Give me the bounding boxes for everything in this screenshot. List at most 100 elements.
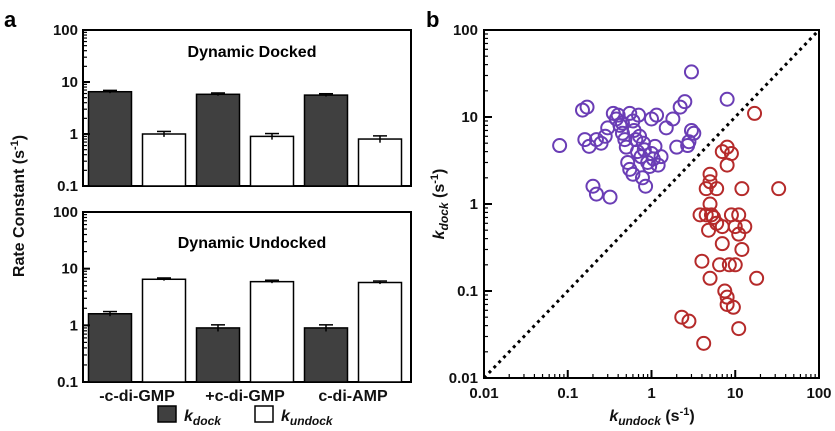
undocked-bar-chart: Dynamic Undocked 0.1 1 10 100 [53, 204, 412, 391]
legend-dock-label: kdock [184, 408, 222, 428]
docked-plot-frame [82, 29, 412, 187]
x-tick-label: 100 [806, 385, 831, 402]
y-tick-label: 100 [453, 22, 478, 39]
y-tick-label: 0.1 [57, 374, 78, 391]
legend-dock-swatch [157, 405, 177, 423]
docked-point [683, 64, 699, 80]
y-equals-x-line [482, 28, 821, 380]
docked-point [669, 139, 685, 155]
undock-bar [141, 133, 187, 187]
category-label: +c-di-GMP [205, 388, 285, 405]
undocked-bars [87, 277, 403, 383]
y-tick-label: 100 [53, 22, 78, 39]
docked-point [579, 99, 595, 115]
undock-bar [141, 278, 187, 383]
undocked-point [702, 166, 718, 182]
x-tick-label: 0.01 [469, 385, 498, 402]
undocked-point [721, 257, 737, 273]
undocked-title: Dynamic Undocked [178, 235, 326, 252]
undocked-point [731, 321, 747, 337]
docked-point [585, 178, 601, 194]
docked-point [638, 178, 654, 194]
dock-bar [303, 94, 349, 187]
y-tick-label: 1 [70, 126, 78, 143]
y-tick-label: 1 [470, 196, 478, 213]
y-tick-label: 1 [70, 317, 78, 334]
docked-point [634, 170, 650, 186]
docked-point [617, 132, 633, 148]
undocked-point [714, 236, 730, 252]
legend-undock-swatch [254, 405, 274, 423]
y-tick-label: 10 [461, 109, 478, 126]
undocked-point [714, 144, 730, 160]
b-y-axis-label: kdock (s-1) [429, 169, 451, 240]
x-tick-label: 10 [727, 385, 744, 402]
undocked-point [698, 181, 714, 197]
undocked-plot-frame [82, 211, 412, 383]
docked-point [622, 105, 638, 121]
y-tick-label: 0.01 [449, 370, 478, 387]
dock-bar [87, 313, 133, 383]
undocked-point [701, 222, 717, 238]
y-tick-label: 100 [53, 204, 78, 221]
panel-label-a: a [4, 7, 17, 32]
undocked-point [674, 309, 690, 325]
docked-point [677, 94, 693, 110]
docked-point [683, 122, 699, 138]
docked-bar-chart: Dynamic Docked 0.1 1 10 100 [53, 22, 412, 195]
docked-point [658, 120, 674, 136]
undock-bar [357, 138, 403, 187]
legend: kdock kundock [157, 405, 334, 428]
docked-point [552, 138, 568, 154]
undocked-point [727, 257, 743, 273]
undocked-point [771, 181, 787, 197]
docked-point [650, 157, 666, 173]
y-tick-label: 10 [61, 74, 78, 91]
docked-point [588, 186, 604, 202]
docked-point [597, 128, 613, 144]
a-y-axis-label: Rate Constant (s-1) [9, 135, 28, 277]
undocked-point [712, 257, 728, 273]
x-tick-label: 1 [647, 385, 655, 402]
docked-point [719, 91, 735, 107]
undocked-point [731, 226, 747, 242]
docked-point [610, 107, 626, 123]
undocked-point [694, 253, 710, 269]
undocked-y-ticks: 0.1 1 10 100 [53, 204, 90, 391]
undocked-point [734, 241, 750, 257]
scatter-points [552, 64, 787, 351]
docked-bars [87, 89, 403, 187]
category-labels: -c-di-GMP +c-di-GMP c-di-AMP [99, 388, 388, 405]
docked-title: Dynamic Docked [188, 44, 317, 61]
dock-bar [303, 327, 349, 383]
docked-y-ticks: 0.1 1 10 100 [53, 22, 90, 195]
undocked-point [702, 270, 718, 286]
docked-point [665, 111, 681, 127]
undocked-point [749, 270, 765, 286]
scatter-ticks: 0.01 0.1 1 10 100 0.01 0.1 1 10 100 [449, 22, 832, 402]
docked-point [602, 189, 618, 205]
category-label: -c-di-GMP [99, 388, 175, 405]
undock-bar [249, 135, 295, 187]
docked-point [681, 134, 697, 150]
b-x-axis-label: kundock (s-1) [609, 406, 694, 428]
docked-point [588, 132, 604, 148]
undocked-point [703, 207, 719, 223]
docked-point [625, 166, 641, 182]
docked-point [574, 102, 590, 118]
scatter-chart: 0.01 0.1 1 10 100 0.01 0.1 1 10 100 [449, 22, 832, 402]
undocked-point [731, 207, 747, 223]
category-label: c-di-AMP [318, 388, 388, 405]
x-tick-label: 0.1 [557, 385, 578, 402]
undocked-point [719, 157, 735, 173]
docked-point [649, 107, 665, 123]
legend-undock-label: kundock [281, 408, 334, 428]
undocked-point [696, 335, 712, 351]
undocked-point [725, 299, 741, 315]
undock-bar [357, 281, 403, 383]
undocked-point [709, 181, 725, 197]
y-tick-label: 0.1 [57, 178, 78, 195]
docked-point [614, 115, 630, 131]
docked-point [686, 125, 702, 141]
